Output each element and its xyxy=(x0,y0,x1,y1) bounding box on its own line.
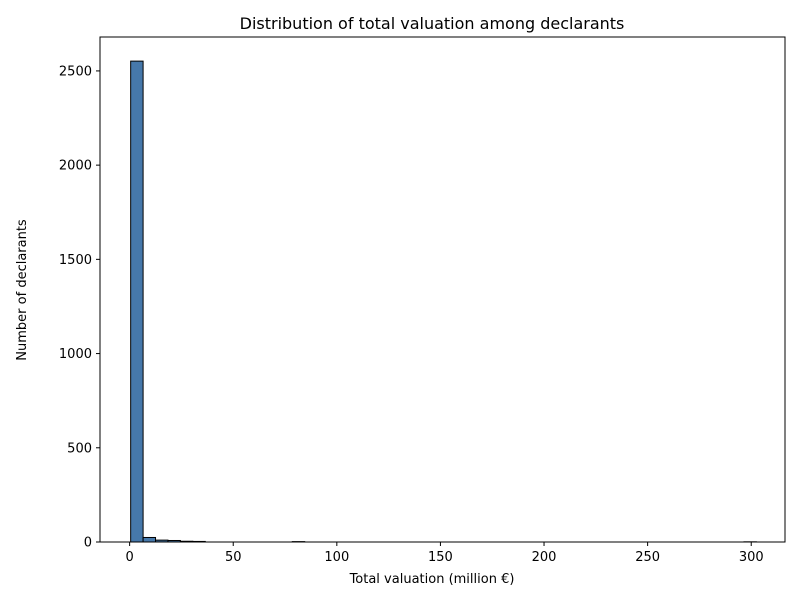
x-tick-label: 150 xyxy=(428,550,453,565)
y-tick-label: 2000 xyxy=(59,159,92,174)
y-tick-label: 1500 xyxy=(59,253,92,268)
chart-title: Distribution of total valuation among de… xyxy=(240,14,625,33)
x-tick-label: 300 xyxy=(739,550,764,565)
y-tick-label: 2500 xyxy=(59,64,92,79)
y-axis-label: Number of declarants xyxy=(15,219,30,361)
x-axis-label: Total valuation (million €) xyxy=(349,572,515,587)
y-tick-label: 500 xyxy=(67,441,92,456)
x-tick-label: 50 xyxy=(225,550,242,565)
x-tick-label: 0 xyxy=(125,550,133,565)
y-axis: 0 500 1000 1500 2000 2500 xyxy=(59,64,100,551)
histogram-bar xyxy=(130,60,144,543)
x-tick-label: 200 xyxy=(532,550,557,565)
histogram-bar xyxy=(142,536,157,543)
x-tick-label: 250 xyxy=(635,550,660,565)
plot-frame xyxy=(99,36,786,543)
y-tick-label: 1000 xyxy=(59,347,92,362)
x-tick-label: 100 xyxy=(324,550,349,565)
y-tick-label: 0 xyxy=(84,536,92,551)
x-axis: 0 50 100 150 200 250 300 xyxy=(125,542,764,565)
